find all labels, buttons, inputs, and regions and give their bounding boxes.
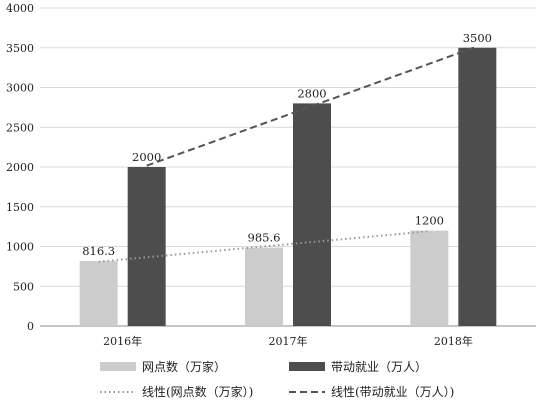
bar-1-0 <box>127 167 166 326</box>
legend-swatch <box>289 362 325 371</box>
legend-label: 线性(网点数（万家）) <box>142 384 253 399</box>
trendline-0 <box>98 230 430 263</box>
y-tick-label: 3000 <box>6 82 34 95</box>
gridlines <box>40 7 536 327</box>
data-labels: 816.3 985.6 1200 2000 2800 3500 <box>82 31 492 258</box>
x-tick-label: 2017年 <box>269 334 308 348</box>
y-tick-label: 1500 <box>6 201 34 214</box>
trendline-1 <box>146 45 478 167</box>
trendlines <box>98 45 478 263</box>
x-tick-label: 2016年 <box>103 334 142 348</box>
legend-label: 线性(带动就业（万人）) <box>331 385 454 399</box>
legend-swatch <box>100 362 136 371</box>
legend-label: 带动就业（万人） <box>331 360 427 374</box>
y-tick-label: 0 <box>27 320 34 333</box>
y-tick-label: 500 <box>13 280 34 293</box>
data-label: 3500 <box>463 31 492 45</box>
legend-label: 网点数（万家） <box>142 359 226 374</box>
data-label: 816.3 <box>82 244 115 258</box>
y-tick-label: 2000 <box>6 161 34 174</box>
y-tick-label: 2500 <box>6 121 34 134</box>
y-tick-label: 1000 <box>6 241 34 254</box>
bar-1-1 <box>293 103 331 327</box>
x-tick-label: 2018年 <box>434 334 473 348</box>
data-label: 2000 <box>132 150 161 164</box>
bars <box>79 47 497 327</box>
data-label: 1200 <box>415 214 444 228</box>
data-label: 2800 <box>297 86 326 100</box>
y-tick-label: 3500 <box>6 42 34 55</box>
data-label: 985.6 <box>248 231 281 245</box>
bar-0-0 <box>79 261 118 326</box>
bar-0-2 <box>410 230 449 326</box>
bar-1-2 <box>458 47 497 326</box>
y-tick-label: 4000 <box>6 2 34 15</box>
bar-0-1 <box>245 247 283 326</box>
x-axis-ticks: 2016年 2017年 2018年 <box>103 334 473 348</box>
y-axis-ticks: 0 500 1000 1500 2000 2500 3000 3500 4000 <box>6 2 34 333</box>
legend: 网点数（万家） 带动就业（万人） 线性(网点数（万家）) 线性(带动就业（万人）) <box>100 359 454 399</box>
